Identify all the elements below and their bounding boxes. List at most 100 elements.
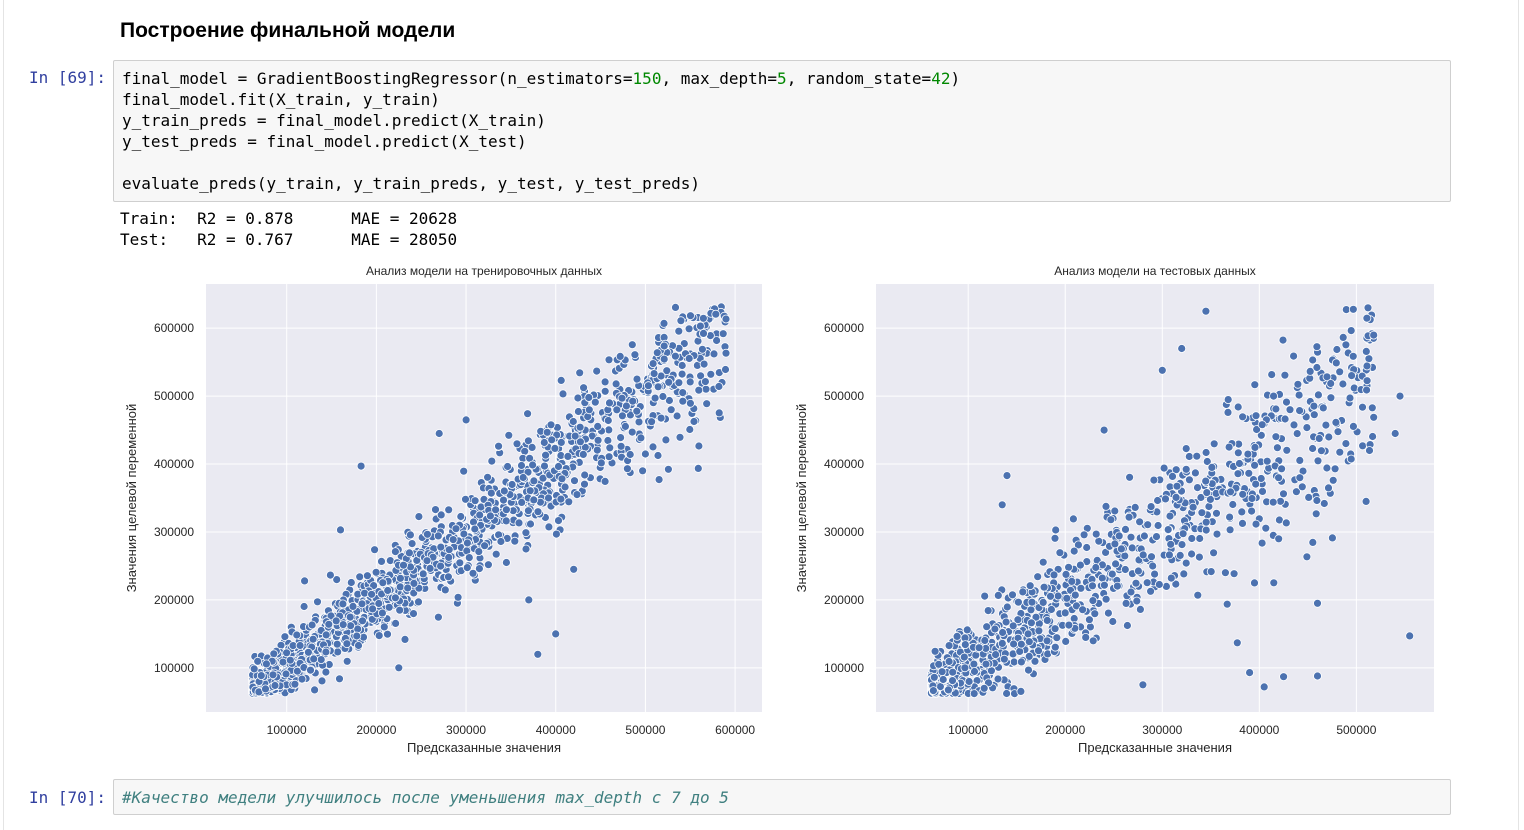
scatter-point [278, 657, 288, 667]
scatter-point [617, 393, 627, 403]
scatter-point [514, 518, 524, 528]
scatter-point [1002, 602, 1012, 612]
scatter-point [1293, 379, 1303, 389]
scatter-point [1209, 548, 1218, 558]
scatter-point [1235, 459, 1244, 468]
scatter-point [678, 396, 688, 406]
scatter-point [261, 684, 270, 694]
scatter-point [654, 475, 664, 485]
scatter-point [981, 659, 991, 669]
scatter-point [1201, 476, 1211, 486]
scatter-point [636, 433, 646, 443]
scatter-point [443, 572, 453, 582]
scatter-point [684, 354, 694, 363]
scatter-point [374, 599, 384, 608]
scatter-point [1187, 534, 1197, 543]
cell-70-code[interactable]: #Качество медели улучшилось после уменьш… [114, 780, 1450, 808]
scatter-point [694, 441, 704, 451]
scatter-point [295, 641, 305, 650]
scatter-point [638, 466, 647, 476]
scatter-point [1130, 502, 1140, 512]
scatter-point [615, 352, 625, 361]
scatter-point [422, 529, 432, 539]
cell-69-input[interactable]: final_model = GradientBoostingRegressor(… [113, 60, 1451, 202]
scatter-point [433, 612, 443, 622]
scatter-point [970, 667, 979, 676]
scatter-point [982, 622, 992, 632]
scatter-point [1127, 543, 1137, 553]
scatter-point [1317, 446, 1326, 456]
scatter-point [1361, 347, 1371, 356]
scatter-point [342, 639, 352, 649]
scatter-point [268, 670, 278, 680]
code-line: final_model = GradientBoostingRegressor(… [122, 69, 961, 88]
scatter-point [480, 541, 490, 551]
scatter-point [980, 591, 990, 601]
scatter-point [541, 450, 551, 460]
scatter-point [462, 538, 472, 548]
scatter-point [689, 417, 699, 426]
scatter-point [653, 382, 663, 392]
scatter-point [539, 438, 549, 447]
scatter-point [1114, 531, 1124, 541]
scatter-point [1204, 502, 1214, 511]
scatter-point [579, 383, 589, 393]
scatter-point [1233, 448, 1243, 458]
scatter-point [1302, 423, 1312, 433]
scatter-point [1364, 354, 1374, 364]
scatter-point [1222, 599, 1232, 609]
scatter-point [721, 348, 731, 358]
scatter-point [440, 585, 450, 595]
scatter-point [1125, 472, 1134, 482]
scatter-point [1008, 590, 1017, 600]
scatter-point [1181, 444, 1191, 454]
scatter-point [1201, 517, 1211, 527]
scatter-point [1126, 587, 1136, 597]
scatter-point [659, 319, 669, 328]
scatter-point [1313, 598, 1322, 608]
scatter-point [470, 524, 480, 534]
scatter-point [1042, 636, 1052, 646]
scatter-point [292, 666, 302, 676]
cell-70-input[interactable]: #Качество медели улучшилось после уменьш… [113, 779, 1451, 815]
scatter-point [600, 377, 610, 387]
output-line: Train: R2 = 0.878 MAE = 20628 [120, 209, 458, 228]
scatter-point [1305, 367, 1315, 376]
scatter-point [1324, 483, 1333, 493]
scatter-point [1153, 496, 1162, 505]
x-tick-label: 400000 [536, 723, 576, 737]
y-tick-label: 400000 [154, 457, 194, 471]
scatter-point [603, 416, 613, 425]
scatter-point [1308, 444, 1317, 453]
scatter-point [1390, 429, 1400, 438]
scatter-point [1024, 637, 1034, 647]
scatter-point [1148, 561, 1158, 571]
scatter-point [572, 490, 582, 500]
scatter-point [584, 393, 594, 402]
cell-69-code[interactable]: final_model = GradientBoostingRegressor(… [114, 61, 1450, 194]
scatter-point [512, 439, 522, 449]
scatter-point [1181, 558, 1191, 568]
scatter-point [1331, 417, 1341, 427]
scatter-point [499, 486, 509, 496]
scatter-point [546, 420, 556, 430]
scatter-point [569, 564, 579, 574]
scatter-point [1322, 463, 1332, 473]
scatter-point [377, 608, 387, 618]
scatter-point [944, 685, 953, 695]
scatter-point [648, 359, 658, 368]
scatter-point [1244, 468, 1254, 478]
code-line: final_model.fit(X_train, y_train) [122, 90, 440, 109]
section-heading: Построение финальной модели [120, 19, 456, 42]
scatter-point [1362, 376, 1372, 386]
scatter-point [499, 495, 508, 505]
scatter-point [1318, 403, 1328, 413]
scatter-point [1078, 605, 1087, 615]
scatter-point [1209, 439, 1219, 449]
scatter-point [1025, 581, 1035, 591]
scatter-point [1237, 507, 1247, 517]
scatter-point [1233, 402, 1243, 412]
scatter-point [664, 464, 673, 474]
scatter-point [1179, 569, 1189, 579]
scatter-point [1369, 412, 1379, 422]
